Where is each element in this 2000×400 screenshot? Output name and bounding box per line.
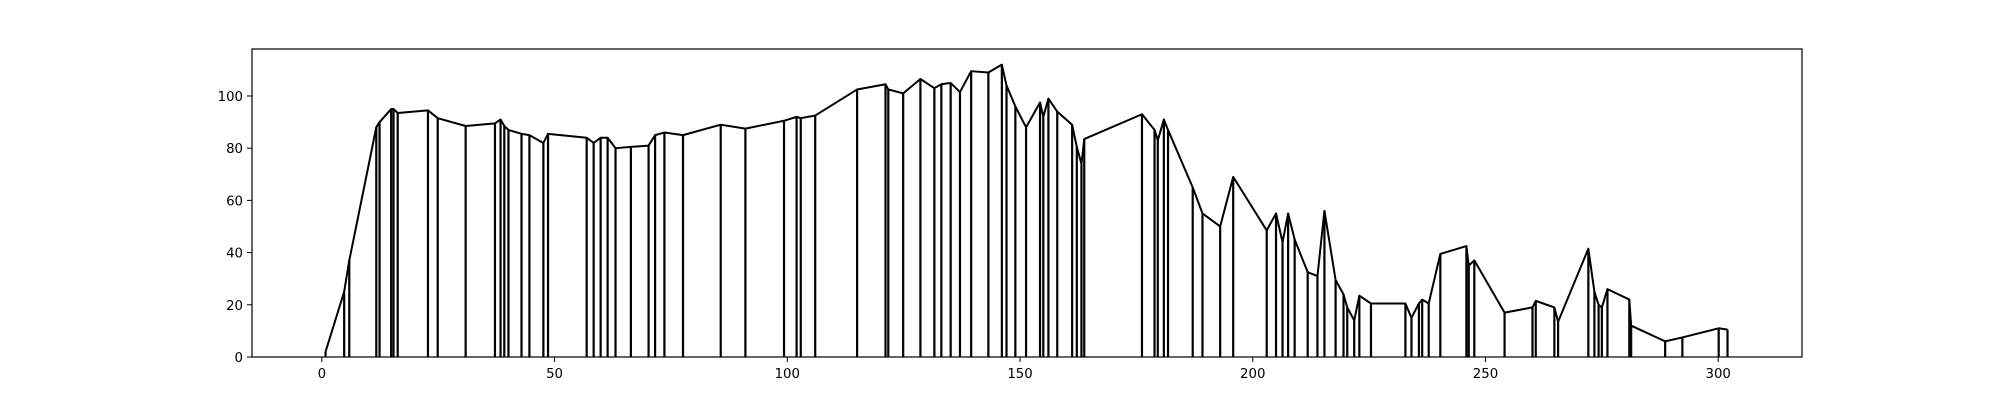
y-axis: 0 20 40 60 80 100 — [218, 90, 252, 366]
x-axis: 0 50 100 150 200 250 300 — [318, 357, 1731, 382]
y-tick-label: 80 — [226, 142, 243, 157]
y-tick-label: 60 — [226, 194, 243, 209]
y-tick-label: 100 — [218, 90, 243, 105]
y-tick-label: 20 — [226, 299, 243, 314]
x-tick-label: 0 — [318, 367, 326, 382]
series-layer — [324, 63, 1729, 357]
plot-frame — [251, 48, 1803, 358]
series-line — [324, 63, 1728, 353]
x-tick-label: 200 — [1240, 367, 1265, 382]
x-tick-label: 100 — [775, 367, 800, 382]
y-tick-label: 40 — [226, 247, 243, 262]
x-tick-label: 150 — [1007, 367, 1032, 382]
y-tick-label: 0 — [235, 351, 243, 366]
x-tick-label: 250 — [1473, 367, 1498, 382]
x-tick-label: 50 — [546, 367, 563, 382]
x-tick-label: 300 — [1706, 367, 1731, 382]
